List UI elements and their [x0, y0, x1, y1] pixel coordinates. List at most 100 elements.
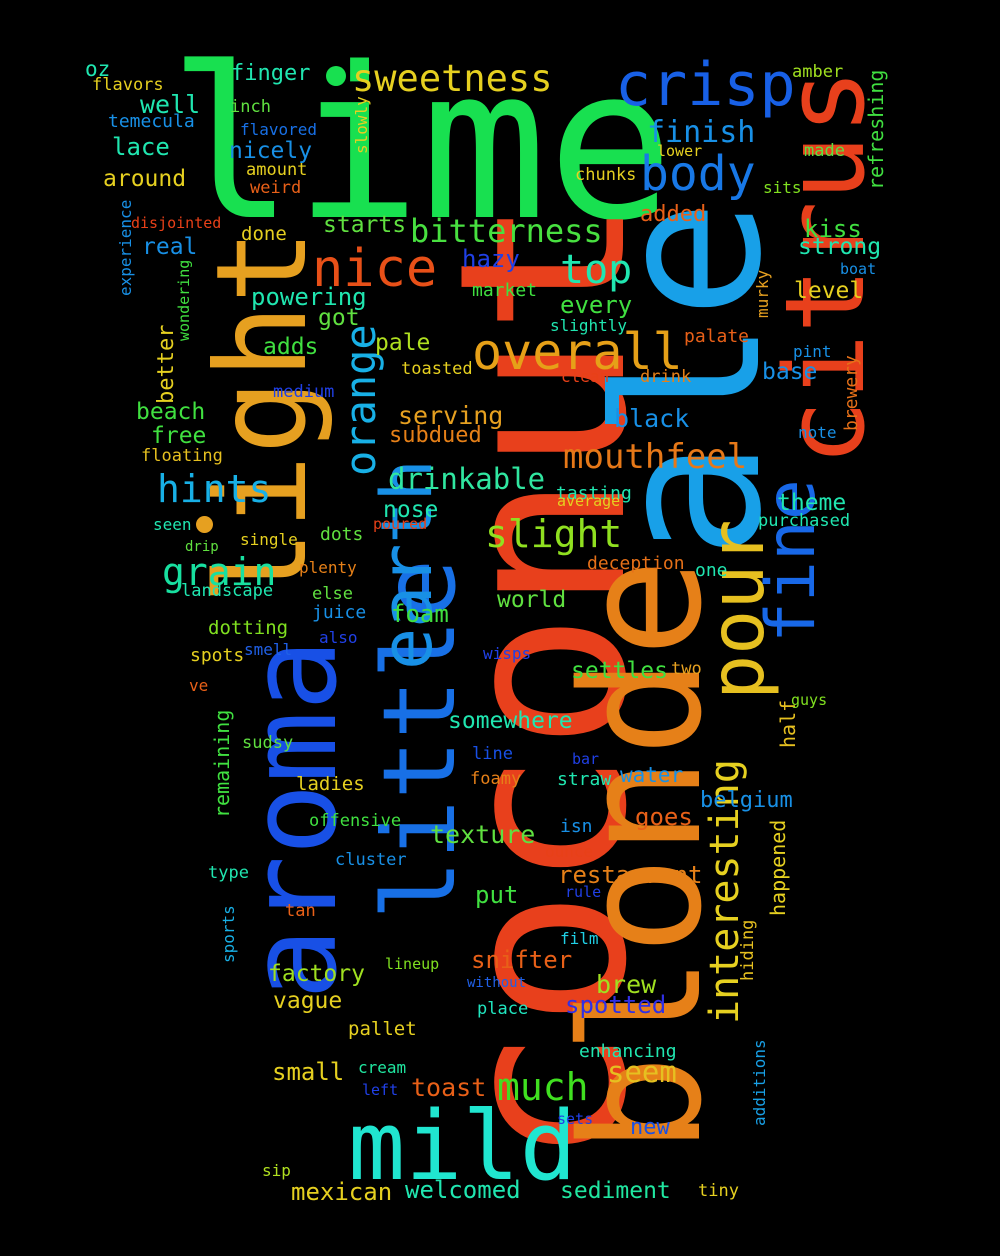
word-smell: smell	[244, 640, 293, 659]
word-drink: drink	[640, 367, 692, 387]
word-pale: pale	[375, 330, 431, 356]
word-offensive: offensive	[309, 811, 402, 831]
word-snifter: snifter	[471, 946, 573, 974]
word-lace: lace	[112, 133, 170, 161]
word-finish: finish	[647, 115, 756, 150]
word-beach: beach	[136, 399, 206, 425]
word-dotting: dotting	[208, 617, 289, 639]
word-flavors: flavors	[92, 75, 164, 95]
word-palate: palate	[684, 326, 750, 347]
word-floating: floating	[141, 446, 223, 466]
word-temecula: temecula	[108, 111, 195, 132]
word-spotted: spotted	[565, 991, 667, 1019]
word-level: level	[794, 278, 864, 304]
word-place: place	[477, 999, 529, 1019]
word-slight: slight	[485, 512, 623, 556]
word-flavored: flavored	[240, 120, 318, 139]
word-juice: juice	[312, 602, 367, 623]
word-bitterness: bitterness	[410, 212, 603, 250]
word-much: much	[497, 1065, 589, 1109]
word-water: water	[620, 763, 684, 787]
word-film: film	[560, 929, 599, 948]
word-tasting: tasting	[556, 483, 632, 504]
word-sediment: sediment	[560, 1178, 671, 1204]
word-chunks: chunks	[575, 165, 637, 185]
word-vague: vague	[273, 988, 343, 1014]
word-wisps: wisps	[483, 644, 532, 663]
word-deception: deception	[587, 553, 685, 574]
word-restaurant: restaurant	[558, 861, 703, 889]
word-purchased: purchased	[758, 511, 851, 531]
word-overall: overall	[472, 323, 683, 381]
word-every: every	[560, 291, 633, 319]
word-enhancing: enhancing	[579, 1041, 677, 1062]
word-type: type	[208, 863, 249, 883]
word-dots: dots	[320, 524, 364, 545]
word-slightly: slightly	[550, 316, 628, 335]
word-factory: factory	[268, 961, 365, 987]
word-free: free	[151, 423, 207, 449]
word-lineup: lineup	[385, 955, 440, 973]
word-starts: starts	[323, 212, 407, 238]
word-mexican: mexican	[291, 1178, 393, 1206]
word-tiny: tiny	[698, 1181, 739, 1201]
word-average: average	[557, 492, 621, 510]
word-subdued: subdued	[389, 423, 482, 448]
word-tan: tan	[285, 901, 316, 921]
word-refreshing: refreshing	[864, 69, 888, 190]
word-brew: brew	[596, 970, 657, 999]
word-finger: finger	[231, 61, 311, 86]
word-two: two	[671, 659, 702, 679]
word-one: one	[695, 560, 728, 581]
word-welcomed: welcomed	[405, 1176, 521, 1204]
word-hazy: hazy	[462, 245, 520, 273]
word-theme: theme	[777, 490, 847, 516]
word-world: world	[497, 587, 567, 613]
word-nicely: nicely	[229, 138, 313, 164]
word-mouthfeel: mouthfeel	[563, 437, 748, 477]
word-lower: lower	[657, 142, 703, 160]
word-nose: nose	[383, 497, 439, 523]
word-made: made	[804, 141, 845, 161]
word-settles: settles	[571, 658, 668, 684]
word-foamy: foamy	[470, 769, 522, 789]
word-clean: clean	[561, 367, 610, 386]
word-brewery: brewery	[841, 354, 862, 431]
word-rule: rule	[565, 883, 602, 901]
word-real: real	[142, 234, 198, 260]
word-left: left	[362, 1081, 399, 1099]
word-drinkable: drinkable	[388, 462, 546, 496]
word-nice: nice	[312, 239, 438, 299]
word-ladies: ladies	[296, 773, 365, 795]
word-sip: sip	[262, 1161, 291, 1180]
word-pint: pint	[793, 342, 832, 361]
word-belgium: belgium	[700, 788, 793, 813]
word-poured: poured	[373, 515, 428, 533]
word-seen: seen	[153, 515, 192, 534]
word-bar: bar	[572, 750, 600, 768]
word-additions: additions	[750, 1039, 769, 1127]
word-weird: weird	[250, 178, 302, 198]
word-well: well	[140, 90, 201, 119]
word-isn: isn	[560, 816, 593, 837]
word-ve: ve	[189, 676, 209, 695]
word-market: market	[472, 280, 538, 301]
word-sports: sports	[219, 904, 238, 963]
word-somewhere: somewhere	[448, 708, 573, 734]
word-crisp: crisp	[615, 50, 796, 120]
word-straw: straw	[557, 769, 612, 790]
word-grain: grain	[162, 550, 277, 594]
word-done: done	[241, 223, 287, 245]
word-pallet: pallet	[348, 1018, 417, 1040]
word-murky: murky	[753, 269, 772, 318]
word-hiding: hiding	[738, 919, 758, 982]
word-hints: hints	[157, 467, 272, 511]
word-foam: foam	[391, 600, 449, 628]
word-new: new	[630, 1115, 670, 1140]
word-without: without	[467, 975, 527, 991]
word-boat: boat	[840, 260, 877, 278]
word-sweetness: sweetness	[352, 57, 553, 100]
word-spots: spots	[190, 645, 245, 666]
word-added: added	[640, 202, 707, 227]
